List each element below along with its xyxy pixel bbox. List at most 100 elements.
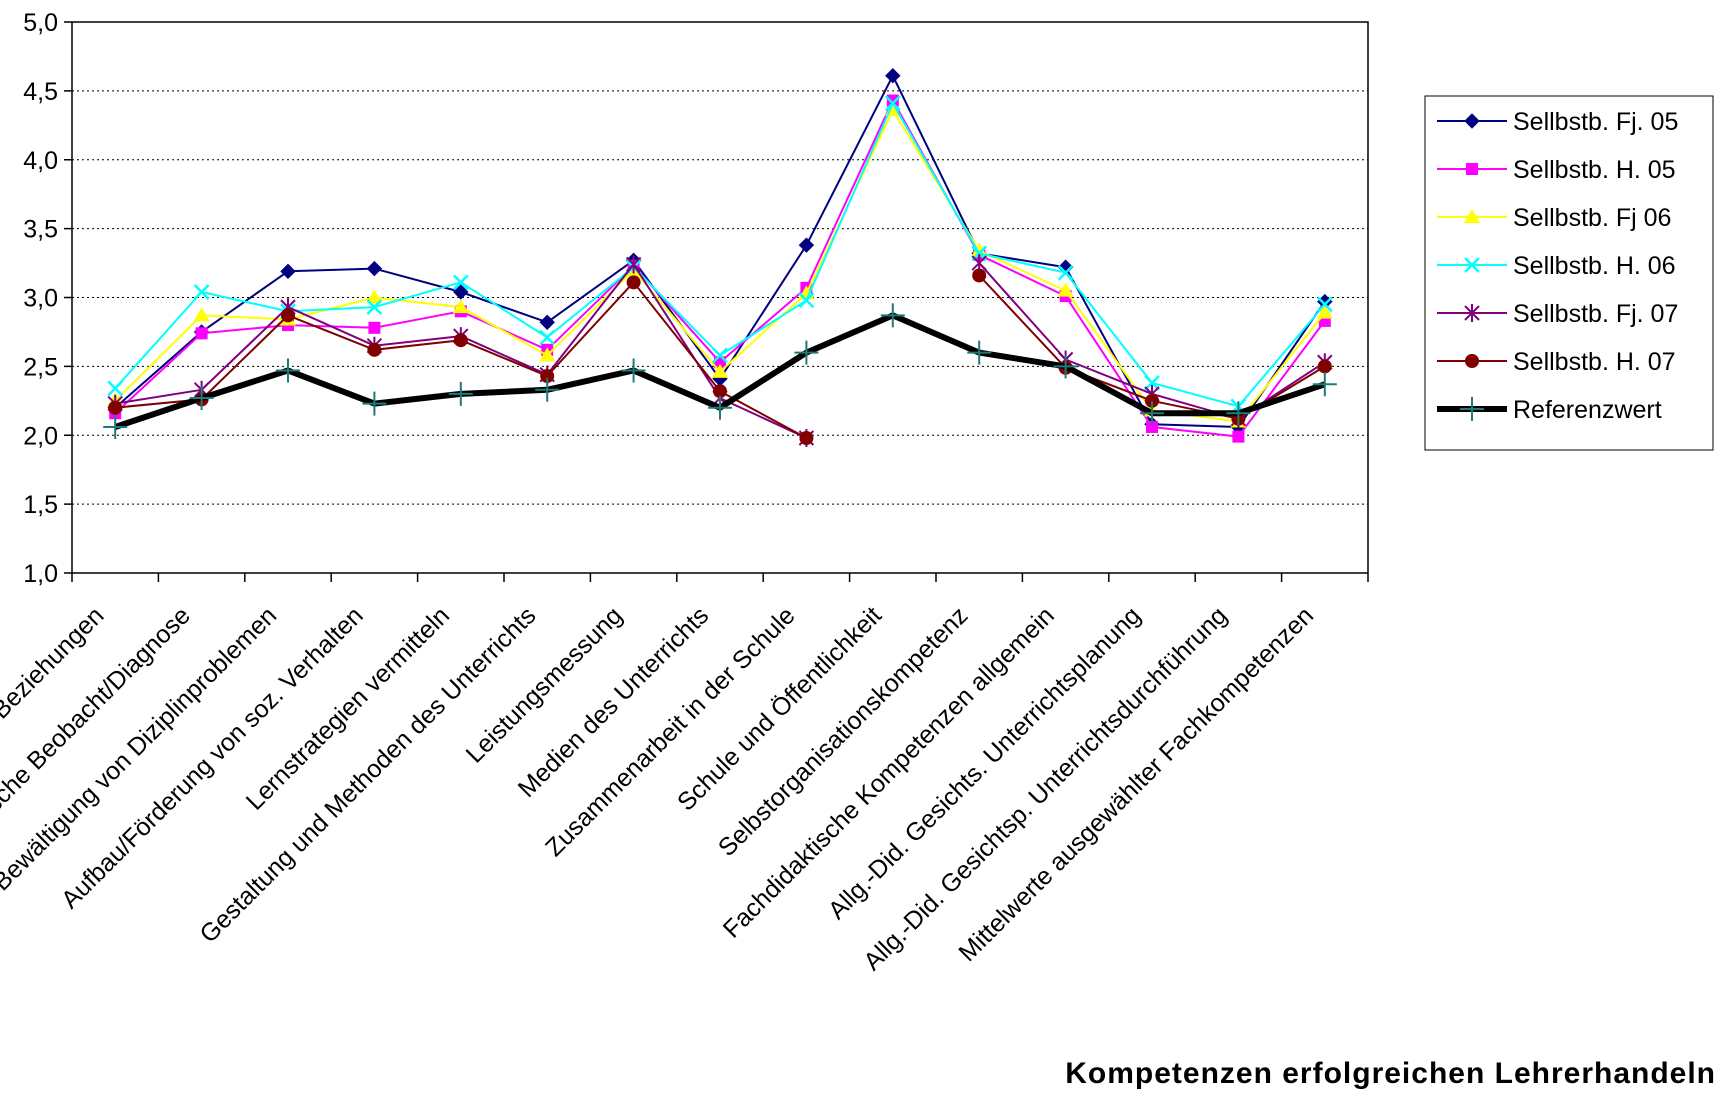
data-point <box>798 292 815 309</box>
y-tick-label: 4,5 <box>23 78 58 106</box>
x-axis-title: Kompetenzen erfolgreichen Lehrerhandeln <box>1065 1057 1716 1090</box>
data-point <box>1317 359 1332 374</box>
data-point <box>712 363 728 378</box>
data-point <box>540 369 555 384</box>
data-point <box>1232 430 1245 443</box>
legend-item: Sellbstb. Fj. 07 <box>1437 300 1678 328</box>
data-point <box>1316 304 1333 319</box>
series-group <box>103 68 1337 448</box>
data-point <box>539 314 555 331</box>
y-tick-label: 5,0 <box>23 9 58 37</box>
data-point <box>1460 397 1484 421</box>
y-tick-label: 4,0 <box>23 147 58 175</box>
y-tick-label: 2,0 <box>23 422 58 450</box>
data-point <box>1144 375 1160 391</box>
legend-label: Sellbstb. Fj 06 <box>1513 204 1671 232</box>
data-point <box>967 340 992 365</box>
x-tick-label: Aufbau/Förderung von soz. Verhalten <box>56 601 369 914</box>
data-point <box>1146 420 1158 433</box>
data-point <box>367 342 382 357</box>
y-tick-label: 3,5 <box>23 216 58 244</box>
data-point <box>1464 113 1480 129</box>
data-point <box>1312 372 1337 397</box>
data-point <box>276 358 300 383</box>
axes: 1,01,52,02,53,03,54,04,55,0BeziehungenPä… <box>0 9 1369 976</box>
data-point <box>884 95 901 112</box>
data-point <box>885 68 901 84</box>
data-point <box>625 255 642 274</box>
data-point <box>452 274 469 291</box>
data-point <box>798 237 815 253</box>
series-referenzwert <box>103 303 1337 439</box>
data-point <box>972 268 987 283</box>
data-point <box>195 327 208 340</box>
data-point <box>1316 296 1333 313</box>
legend-item: Sellbstb. H. 07 <box>1437 348 1676 376</box>
data-point <box>626 275 641 290</box>
legend-box <box>1424 95 1714 451</box>
x-tick-label: Allg.-Did. Gesichts. Unterrichtsplanung <box>823 601 1146 924</box>
data-point <box>708 395 732 420</box>
legend-label: Referenzwert <box>1513 396 1662 424</box>
data-point <box>280 263 296 280</box>
data-point <box>799 431 814 446</box>
data-point <box>107 380 124 397</box>
data-point <box>713 384 727 399</box>
data-point <box>189 386 214 411</box>
y-tick-label: 1,5 <box>23 491 58 519</box>
y-tick-label: 2,5 <box>23 353 58 381</box>
data-point <box>108 400 123 415</box>
data-point <box>1464 257 1480 273</box>
legend-item: Sellbstb. H. 06 <box>1437 252 1676 280</box>
legend-label: Sellbstb. H. 07 <box>1513 348 1676 376</box>
data-point <box>971 242 988 257</box>
data-point <box>453 284 469 300</box>
y-tick-label: 3,0 <box>23 285 58 313</box>
data-point <box>539 347 556 362</box>
data-point <box>1057 264 1074 281</box>
data-point <box>103 414 128 439</box>
data-point <box>193 307 210 322</box>
legend: Sellbstb. Fj. 05 Sellbstb. H. 05 Sellbstb.… <box>1424 95 1714 451</box>
data-point <box>366 299 383 316</box>
gridlines <box>72 21 1368 505</box>
legend-label: Sellbstb. H. 05 <box>1513 156 1676 184</box>
x-tick-label: Leistungsmessung <box>461 601 628 768</box>
data-point <box>1464 209 1480 223</box>
legend-label: Sellbstb. H. 06 <box>1513 252 1676 280</box>
data-point <box>535 377 560 402</box>
data-point <box>1140 401 1164 426</box>
data-point <box>362 391 387 416</box>
legend-item: Referenzwert <box>1437 396 1662 424</box>
data-point <box>366 289 383 304</box>
data-point <box>1465 354 1479 368</box>
data-point <box>1466 163 1478 175</box>
data-point <box>1145 393 1159 408</box>
data-point <box>886 94 899 107</box>
y-tick-label: 1,0 <box>23 560 58 588</box>
data-point <box>1053 354 1078 379</box>
data-point <box>1226 401 1251 426</box>
data-point <box>193 284 210 300</box>
data-point <box>368 321 381 334</box>
legend-label: Sellbstb. Fj. 05 <box>1513 108 1678 136</box>
data-point <box>1057 282 1074 297</box>
legend-item: Sellbstb. Fj. 05 <box>1437 108 1678 136</box>
plot-frame <box>71 21 1369 574</box>
legend-item: Sellbstb. H. 05 <box>1437 156 1676 184</box>
legend-item: Sellbstb. Fj 06 <box>1437 204 1671 232</box>
data-point <box>712 347 728 364</box>
data-point <box>452 299 469 314</box>
legend-label: Sellbstb. Fj. 07 <box>1513 300 1678 328</box>
data-point <box>448 381 473 406</box>
data-point <box>880 303 905 328</box>
data-point <box>621 358 646 383</box>
data-point <box>1464 304 1480 322</box>
data-point <box>281 308 295 323</box>
data-point <box>366 260 383 277</box>
data-point <box>794 340 819 365</box>
data-point <box>539 329 556 346</box>
data-point <box>453 333 468 348</box>
